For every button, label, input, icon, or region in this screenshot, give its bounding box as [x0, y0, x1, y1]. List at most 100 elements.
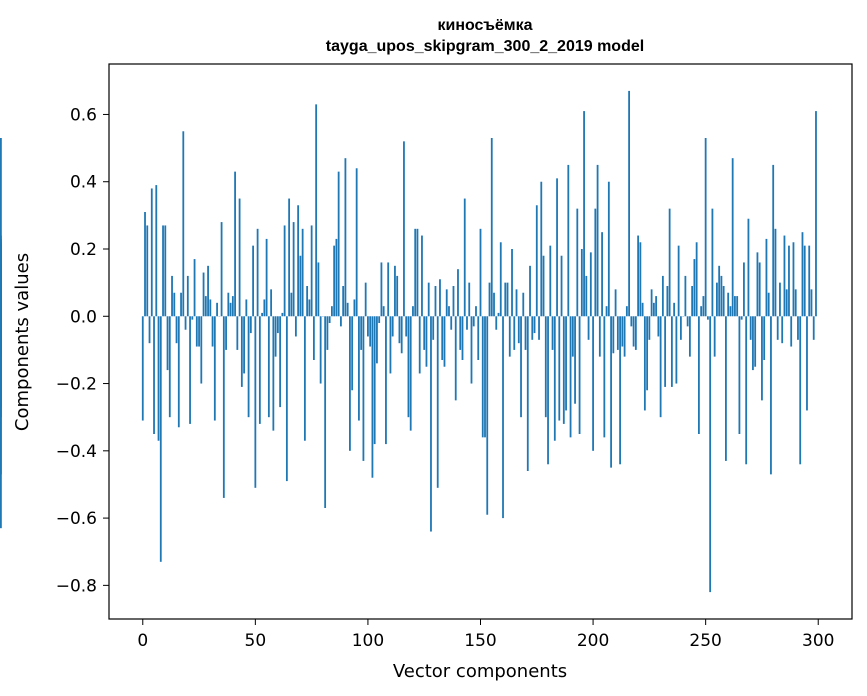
bar [691, 286, 694, 317]
bar [150, 188, 153, 317]
bar [578, 316, 581, 434]
x-tick-label: 150 [464, 631, 496, 651]
bar [763, 316, 766, 360]
x-tick-label: 100 [352, 631, 384, 651]
bar [407, 316, 410, 418]
bar [265, 238, 268, 317]
bar [761, 316, 763, 401]
bar [326, 316, 329, 350]
y-tick-label: −0.8 [56, 576, 97, 596]
bar [299, 255, 302, 317]
bar [727, 292, 730, 317]
bar [695, 242, 698, 317]
bar [466, 316, 468, 330]
bar [808, 245, 811, 317]
bar [673, 302, 676, 317]
bar [461, 316, 464, 360]
bar [589, 252, 592, 317]
bar [754, 316, 757, 367]
bar [765, 238, 768, 317]
bar [222, 316, 225, 498]
bar [342, 286, 345, 317]
bar [220, 222, 223, 317]
bar [328, 316, 331, 323]
bar [481, 316, 484, 438]
bar [513, 316, 516, 350]
bar [263, 299, 266, 317]
bar [722, 286, 725, 317]
bar [252, 245, 254, 317]
bar [256, 228, 259, 317]
bar [529, 265, 531, 317]
bar [141, 316, 144, 421]
bar [688, 316, 691, 357]
bar [686, 316, 689, 327]
bar [281, 312, 284, 317]
bar [472, 316, 475, 327]
bar [540, 181, 543, 317]
bar [716, 282, 718, 317]
bar [249, 316, 252, 334]
bar [477, 316, 480, 360]
bar [661, 275, 664, 317]
bar [677, 245, 680, 317]
bar [331, 306, 333, 317]
bar [797, 316, 799, 340]
bar [560, 255, 563, 317]
bar [731, 158, 734, 317]
bar [499, 242, 502, 317]
chart-title: киносъёмка [437, 17, 532, 34]
bar [414, 228, 417, 317]
bar [520, 316, 522, 418]
bar [319, 316, 322, 384]
bar [684, 275, 687, 317]
bar [679, 316, 682, 340]
bar [285, 316, 288, 482]
bar [391, 316, 394, 337]
bar [180, 292, 182, 317]
bar [457, 269, 459, 317]
bar [704, 138, 707, 317]
bar [247, 316, 250, 418]
bar [182, 131, 185, 317]
plot-frame [108, 63, 853, 620]
bar [547, 316, 549, 465]
bar [364, 282, 367, 317]
bar [400, 316, 403, 354]
bar [243, 316, 245, 374]
bar [594, 208, 597, 317]
bar [409, 316, 412, 431]
bar [713, 316, 716, 357]
bar [630, 316, 633, 327]
bar [497, 312, 500, 317]
bar [225, 316, 227, 350]
y-tick-label: −0.2 [56, 375, 97, 395]
bar [349, 316, 351, 451]
bar [367, 316, 369, 337]
bar [448, 306, 450, 317]
bar [186, 275, 189, 317]
bar [815, 111, 817, 317]
bar [486, 316, 489, 515]
bar [632, 316, 635, 347]
y-axis-label: Components values [12, 253, 33, 431]
bar [258, 316, 261, 424]
bar [601, 232, 603, 317]
bar [236, 316, 239, 350]
bar [398, 316, 401, 344]
bar [634, 316, 637, 350]
bar [373, 316, 376, 445]
bar [709, 316, 712, 593]
bar [718, 265, 721, 317]
bar [643, 316, 646, 411]
bar [734, 296, 736, 317]
bar [0, 316, 2, 408]
bar [371, 316, 374, 478]
bar [495, 316, 498, 330]
bar [785, 289, 788, 317]
bar [749, 316, 752, 340]
y-axis: −0.8 −0.6 −0.4 −0.2 0.0 0.2 0.4 0.6 [56, 105, 109, 596]
bar [565, 316, 567, 411]
bar [551, 316, 554, 350]
bar [587, 316, 590, 340]
